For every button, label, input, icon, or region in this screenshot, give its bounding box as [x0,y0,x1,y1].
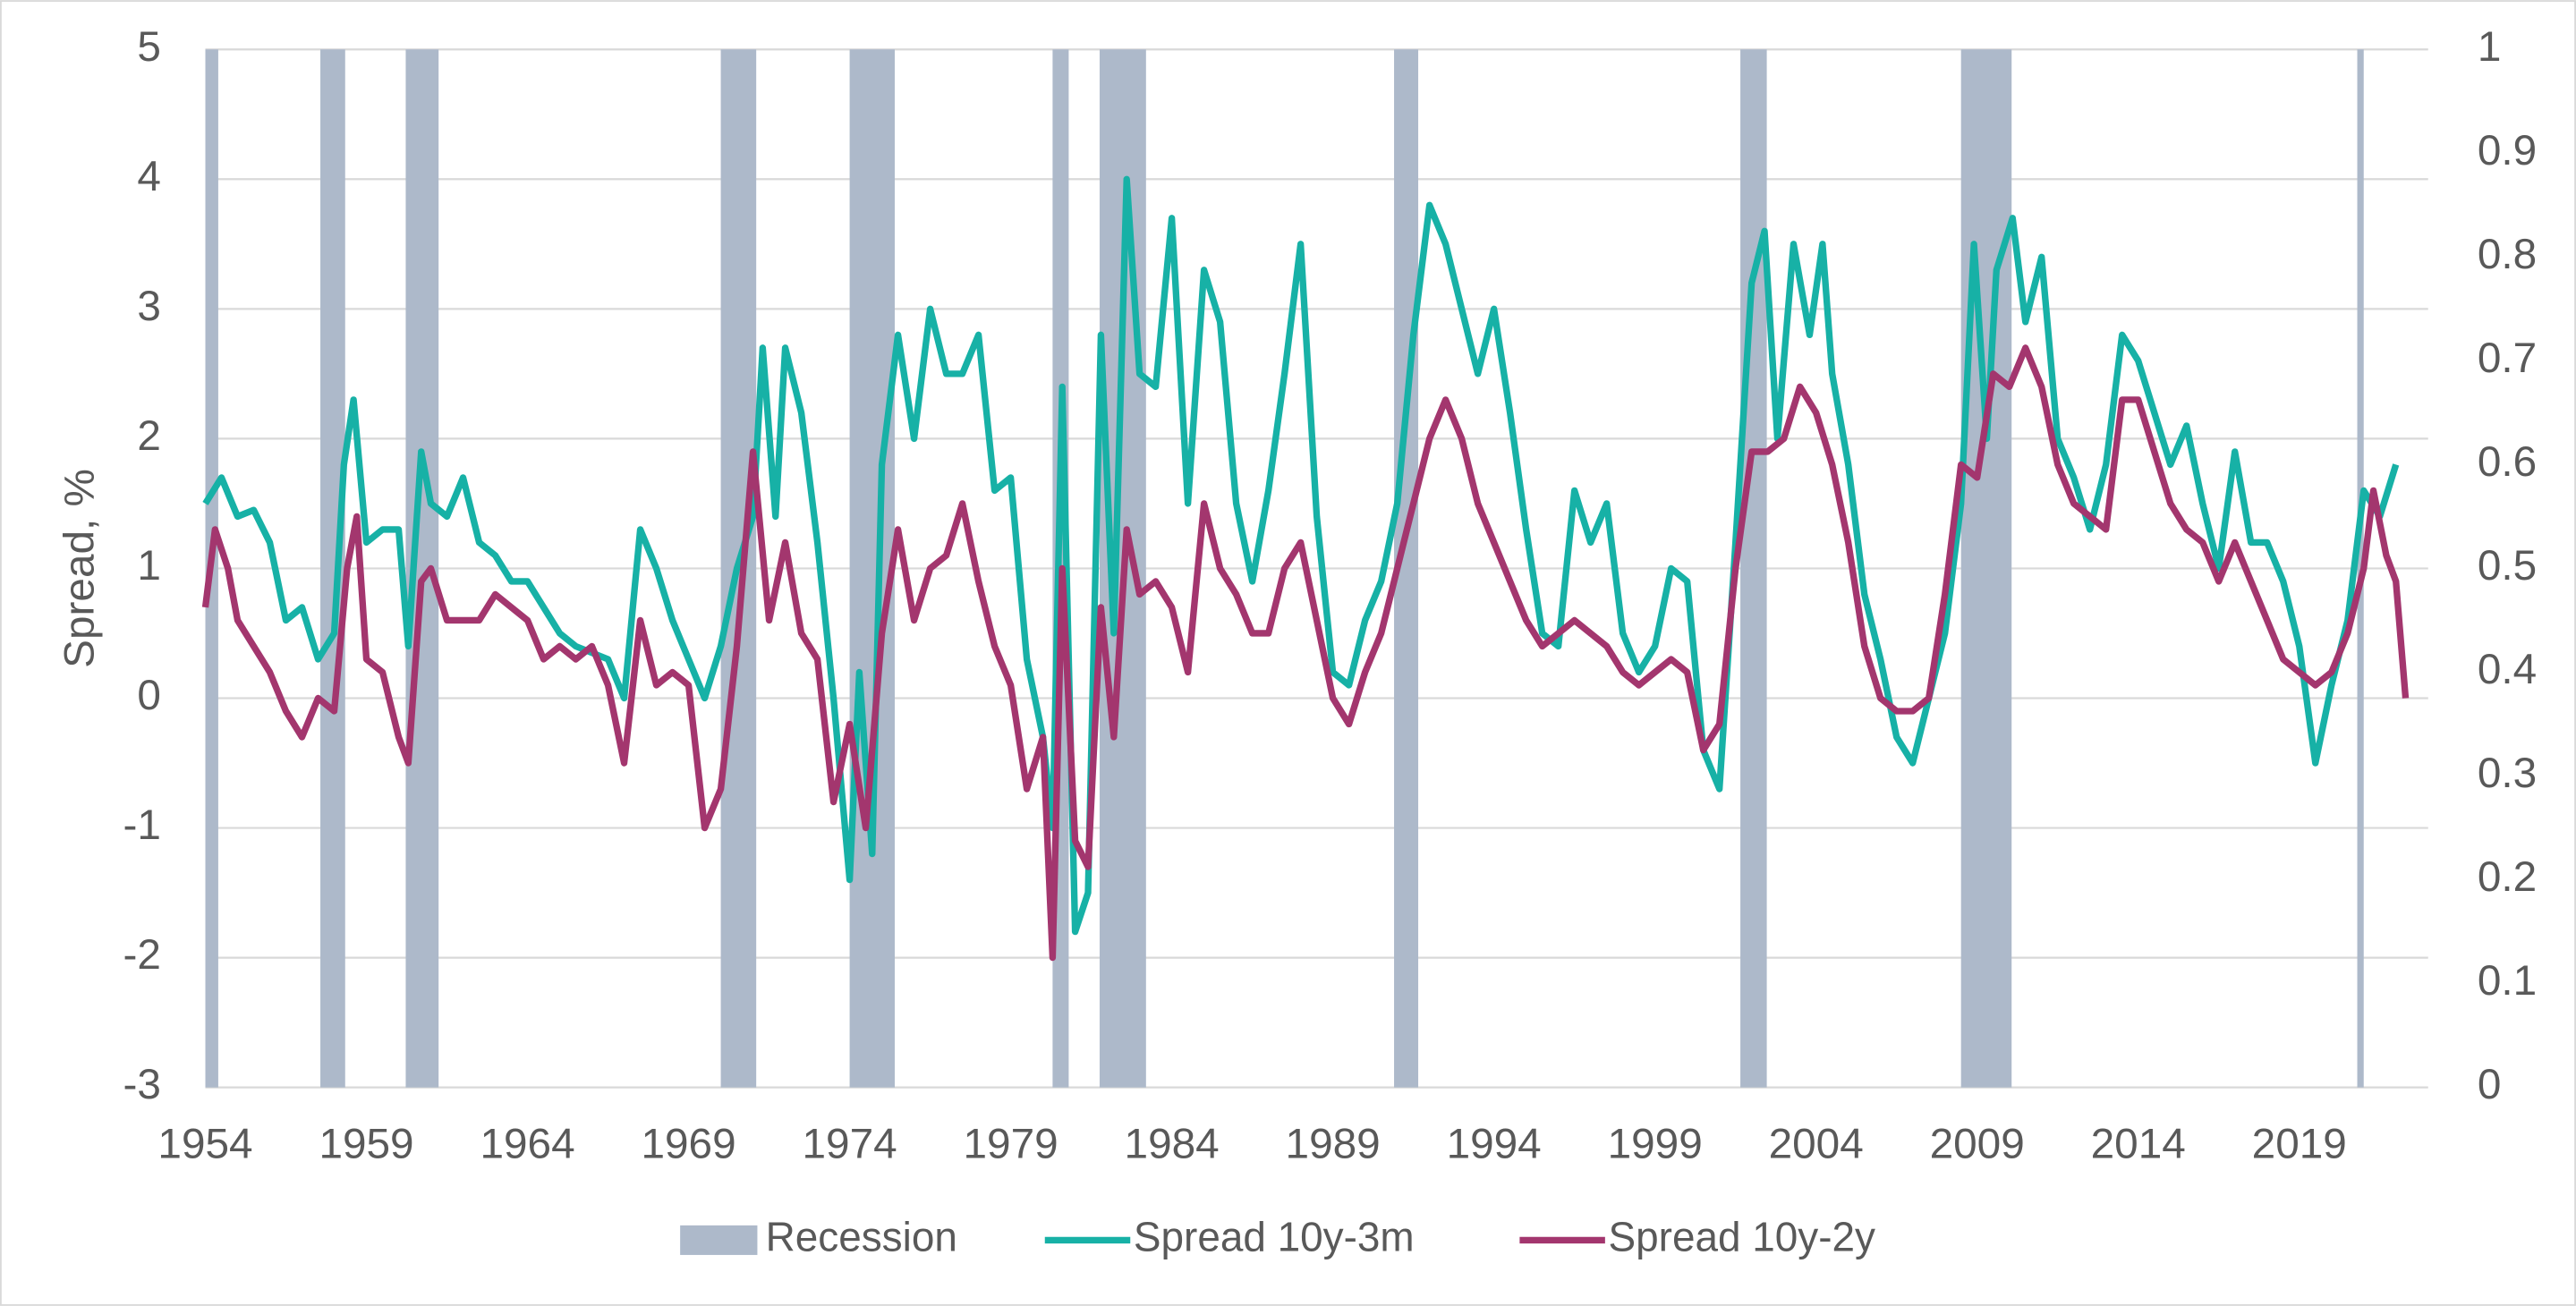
y-tick-label: -3 [123,1061,161,1108]
y2-tick-label: 0.7 [2478,335,2537,382]
x-tick-label: 2004 [1769,1120,1864,1167]
x-tick-label: 2014 [2091,1120,2186,1167]
y-tick-label: 2 [137,412,161,460]
recession-bar [1960,49,2012,1088]
y-tick-label: -1 [123,801,161,849]
x-tick-label: 1979 [964,1120,1058,1167]
x-tick-label: 1954 [157,1120,252,1167]
x-tick-label: 2009 [1930,1120,2025,1167]
x-tick-label: 1989 [1286,1120,1381,1167]
y-axis-title: Spread, % [55,469,103,668]
x-tick-label: 1984 [1125,1120,1220,1167]
x-tick-label: 1999 [1608,1120,1703,1167]
legend-swatch [680,1225,758,1255]
y-tick-label: 3 [137,283,161,330]
y2-tick-label: 1 [2478,23,2502,71]
y2-tick-label: 0.5 [2478,542,2537,589]
series-line [202,175,2400,936]
y-tick-label: 4 [137,153,161,200]
y-tick-label: -2 [123,931,161,979]
y2-tick-label: 0.3 [2478,750,2537,797]
x-tick-label: 1974 [803,1120,897,1167]
recession-bar [1740,49,1767,1088]
legend-label: Recession [766,1214,957,1260]
y2-tick-label: 0.2 [2478,853,2537,901]
y-tick-label: 5 [137,23,161,71]
y2-tick-label: 0 [2478,1061,2502,1108]
y-tick-label: 0 [137,672,161,719]
legend-label: Spread 10y-2y [1609,1214,1876,1260]
y2-tick-label: 0.8 [2478,231,2537,278]
y-tick-label: 1 [137,542,161,589]
series-line [201,344,2410,962]
y2-tick-label: 0.6 [2478,438,2537,486]
recession-bar [849,49,895,1088]
x-tick-label: 1964 [480,1120,574,1167]
x-tick-label: 1959 [319,1120,413,1167]
x-tick-label: 1969 [641,1120,735,1167]
legend-label: Spread 10y-3m [1134,1214,1415,1260]
x-tick-label: 1994 [1447,1120,1542,1167]
y2-tick-label: 0.4 [2478,646,2537,693]
y2-tick-label: 0.1 [2478,957,2537,1005]
x-tick-label: 2019 [2252,1120,2347,1167]
recession-bar [320,49,345,1088]
y2-tick-label: 0.9 [2478,127,2537,174]
